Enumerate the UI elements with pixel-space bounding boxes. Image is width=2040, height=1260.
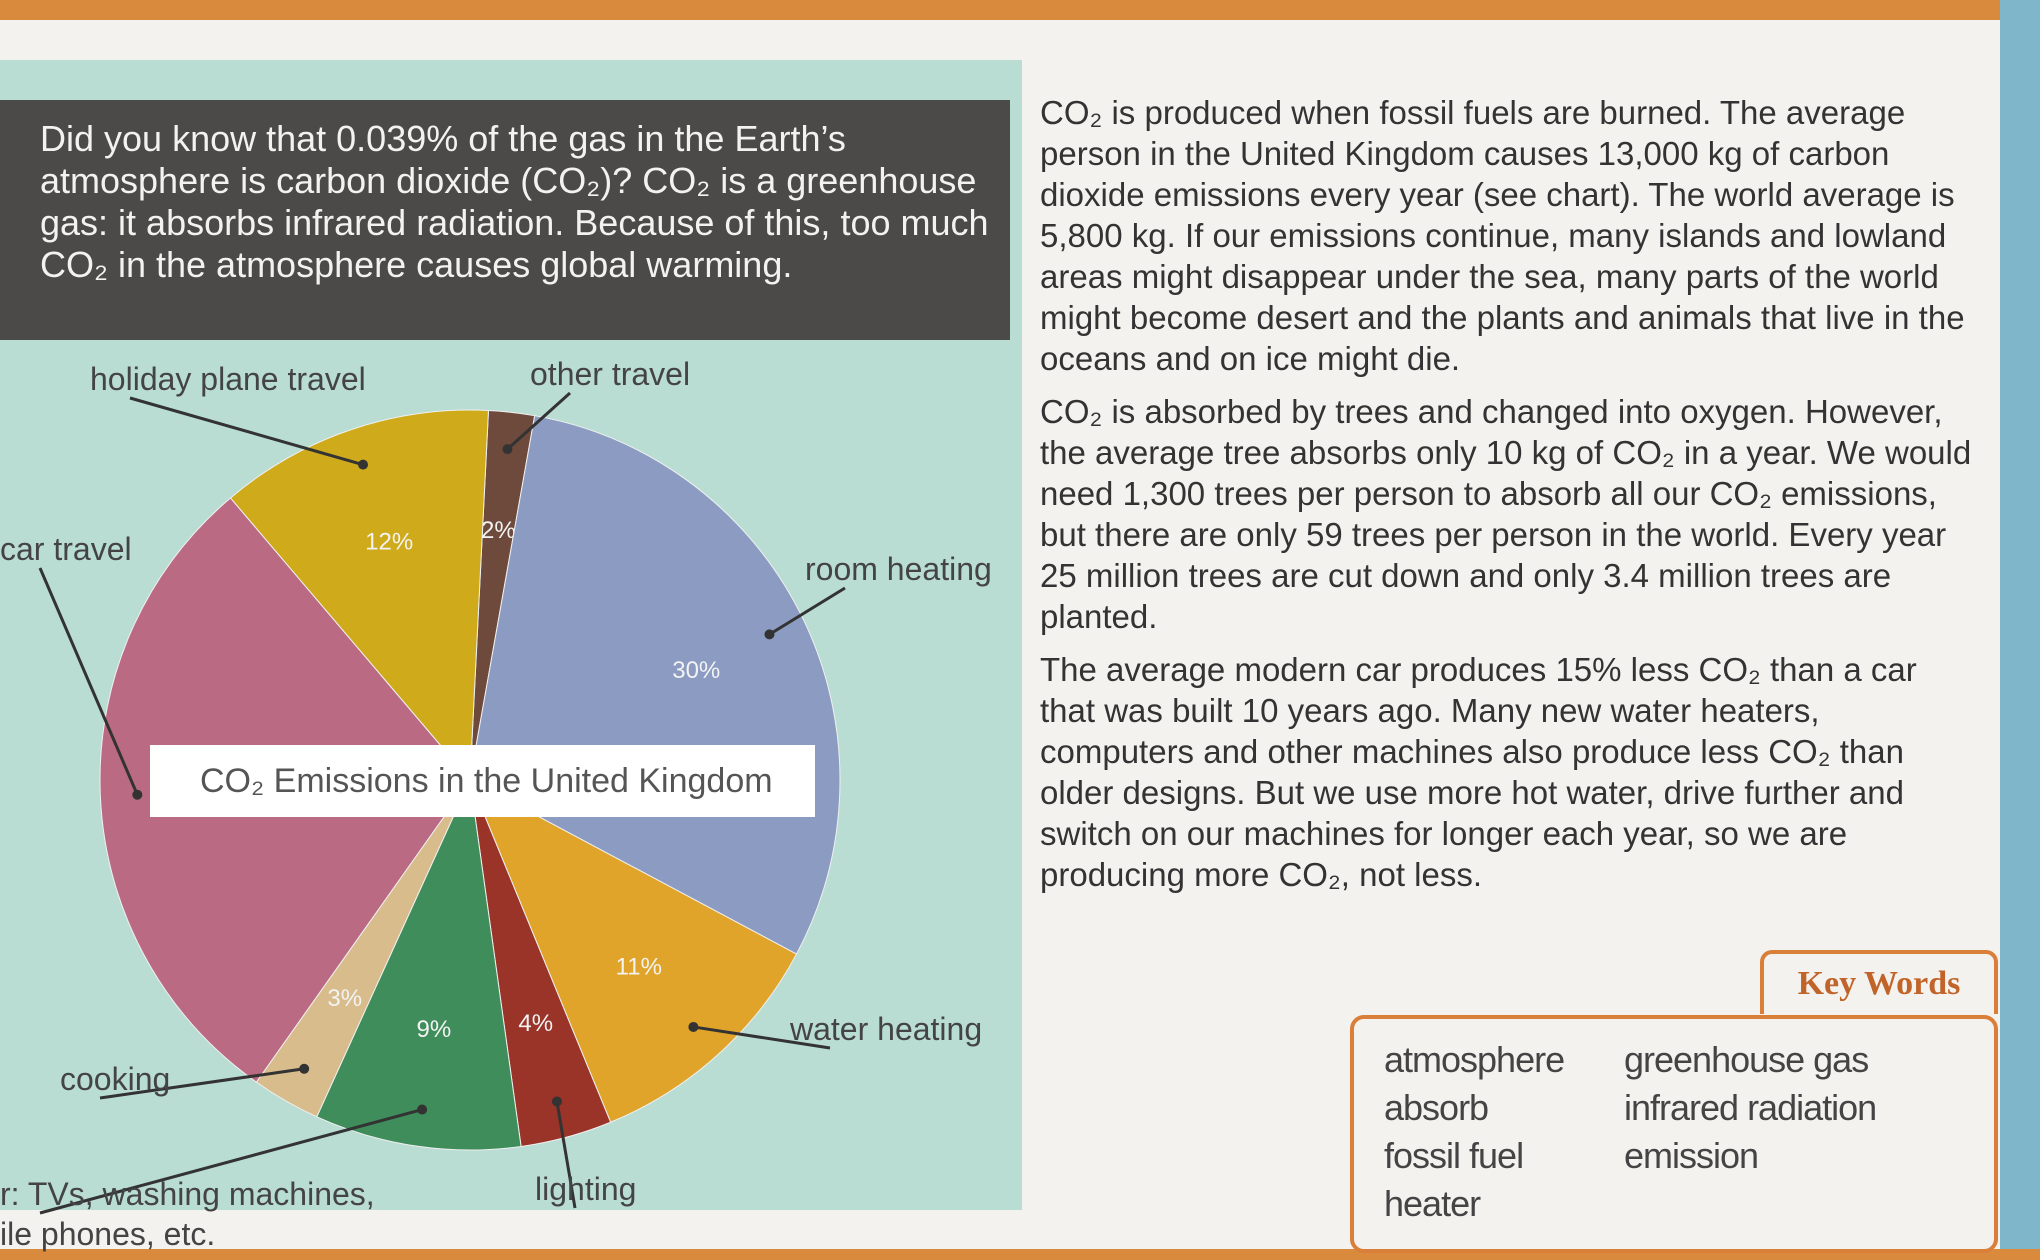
- callout-label: car travel: [0, 531, 132, 567]
- paragraph-1: CO₂ is produced when fossil fuels are bu…: [1040, 94, 1965, 377]
- callout-line: [99, 1067, 305, 1100]
- callout-dot: [358, 459, 369, 470]
- slice-percent-label: 12%: [365, 529, 413, 556]
- key-words-title: Key Words: [1760, 950, 1998, 1014]
- callout-label: other travel: [530, 360, 690, 392]
- key-word: absorb: [1384, 1087, 1489, 1128]
- intro-text: Did you know that 0.039% of the gas in t…: [40, 118, 989, 285]
- key-words-box: atmosphere greenhouse gas absorb infrare…: [1350, 1015, 1998, 1253]
- key-word: infrared radiation: [1624, 1087, 1877, 1128]
- callout-line: [768, 586, 846, 636]
- callout-label: cooking: [60, 1061, 170, 1097]
- callout-line: [506, 391, 572, 451]
- callout-line: [693, 1025, 831, 1050]
- callout-dot: [688, 1021, 699, 1032]
- paragraph-3: The average modern car produces 15% less…: [1040, 651, 1917, 893]
- chart-title: CO₂ Emissions in the United Kingdom: [200, 762, 773, 800]
- page-edge: [2000, 0, 2040, 1249]
- pie-slice: [469, 778, 798, 1123]
- callout-line: [39, 1108, 423, 1215]
- intro-box: Did you know that 0.039% of the gas in t…: [0, 100, 1010, 340]
- callout-label: water heating: [789, 1011, 982, 1047]
- slice-percent-label: 4%: [518, 1010, 553, 1037]
- callout-dot: [551, 1096, 562, 1107]
- callout-line: [555, 1101, 577, 1209]
- slice-percent-label: 30%: [672, 657, 720, 684]
- slice-percent-label: 2%: [481, 517, 516, 544]
- callout-label: holiday plane travel: [90, 361, 366, 397]
- key-word: greenhouse gas: [1624, 1039, 1869, 1080]
- callout-dot: [417, 1104, 428, 1115]
- callout-line: [38, 567, 139, 796]
- slice-percent-label: 11%: [616, 954, 662, 981]
- callout-label: lighting: [535, 1171, 636, 1207]
- pie-slice: [316, 778, 522, 1151]
- slice-percent-label: 3%: [327, 985, 362, 1012]
- pie-chart: 2%30%11%4%9%3%29%12%holiday plane travel…: [0, 360, 992, 1252]
- callout-line: [129, 396, 364, 467]
- body-text: CO₂ is produced when fossil fuels are bu…: [1040, 92, 1975, 907]
- pie-slice: [469, 415, 841, 955]
- paragraph-2: CO₂ is absorbed by trees and changed int…: [1040, 393, 1972, 635]
- left-panel: Did you know that 0.039% of the gas in t…: [0, 60, 1022, 1252]
- pie-chart-area: 2%30%11%4%9%3%29%12%holiday plane travel…: [0, 360, 1022, 1260]
- key-word: fossil fuel: [1384, 1135, 1524, 1176]
- key-word: emission: [1624, 1135, 1759, 1176]
- key-word: atmosphere: [1384, 1039, 1565, 1080]
- chart-title-box: [150, 745, 815, 817]
- key-word: heater: [1384, 1183, 1481, 1224]
- callout-label: ile phones, etc.: [0, 1216, 215, 1252]
- callout-label: room heating: [805, 551, 992, 587]
- pie-slice: [229, 409, 490, 782]
- key-words-list: atmosphere greenhouse gas absorb infrare…: [1384, 1039, 1924, 1225]
- callout-label: r: TVs, washing machines,: [0, 1176, 375, 1212]
- slice-percent-label: 9%: [416, 1016, 451, 1043]
